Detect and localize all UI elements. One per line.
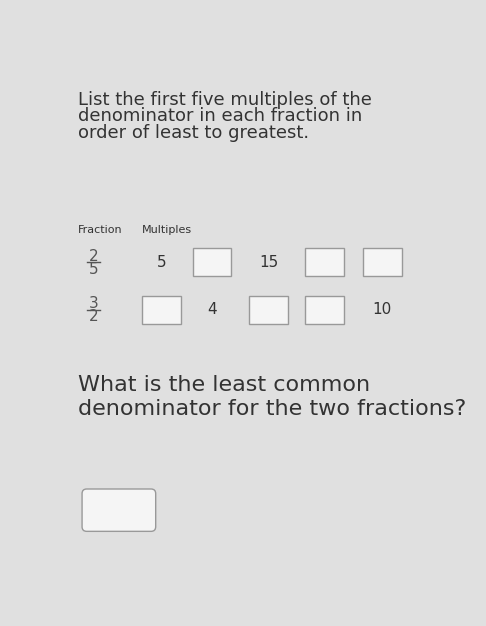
FancyBboxPatch shape (82, 489, 156, 531)
Text: 4: 4 (207, 302, 217, 317)
Text: 15: 15 (259, 255, 278, 270)
FancyBboxPatch shape (305, 296, 344, 324)
Text: order of least to greatest.: order of least to greatest. (78, 125, 309, 142)
Text: What is the least common: What is the least common (78, 376, 370, 396)
Text: 2: 2 (88, 309, 98, 324)
FancyBboxPatch shape (192, 249, 231, 276)
Text: 5: 5 (88, 262, 98, 277)
FancyBboxPatch shape (142, 296, 181, 324)
Text: 3: 3 (88, 296, 98, 311)
Text: 2: 2 (88, 249, 98, 264)
FancyBboxPatch shape (305, 249, 344, 276)
Text: Fraction: Fraction (78, 225, 122, 235)
Text: denominator for the two fractions?: denominator for the two fractions? (78, 399, 466, 419)
FancyBboxPatch shape (249, 296, 288, 324)
FancyBboxPatch shape (363, 249, 402, 276)
Text: Multiples: Multiples (142, 225, 192, 235)
Text: 10: 10 (373, 302, 392, 317)
Text: 5: 5 (156, 255, 166, 270)
Text: List the first five multiples of the: List the first five multiples of the (78, 91, 372, 108)
Text: denominator in each fraction in: denominator in each fraction in (78, 108, 362, 125)
